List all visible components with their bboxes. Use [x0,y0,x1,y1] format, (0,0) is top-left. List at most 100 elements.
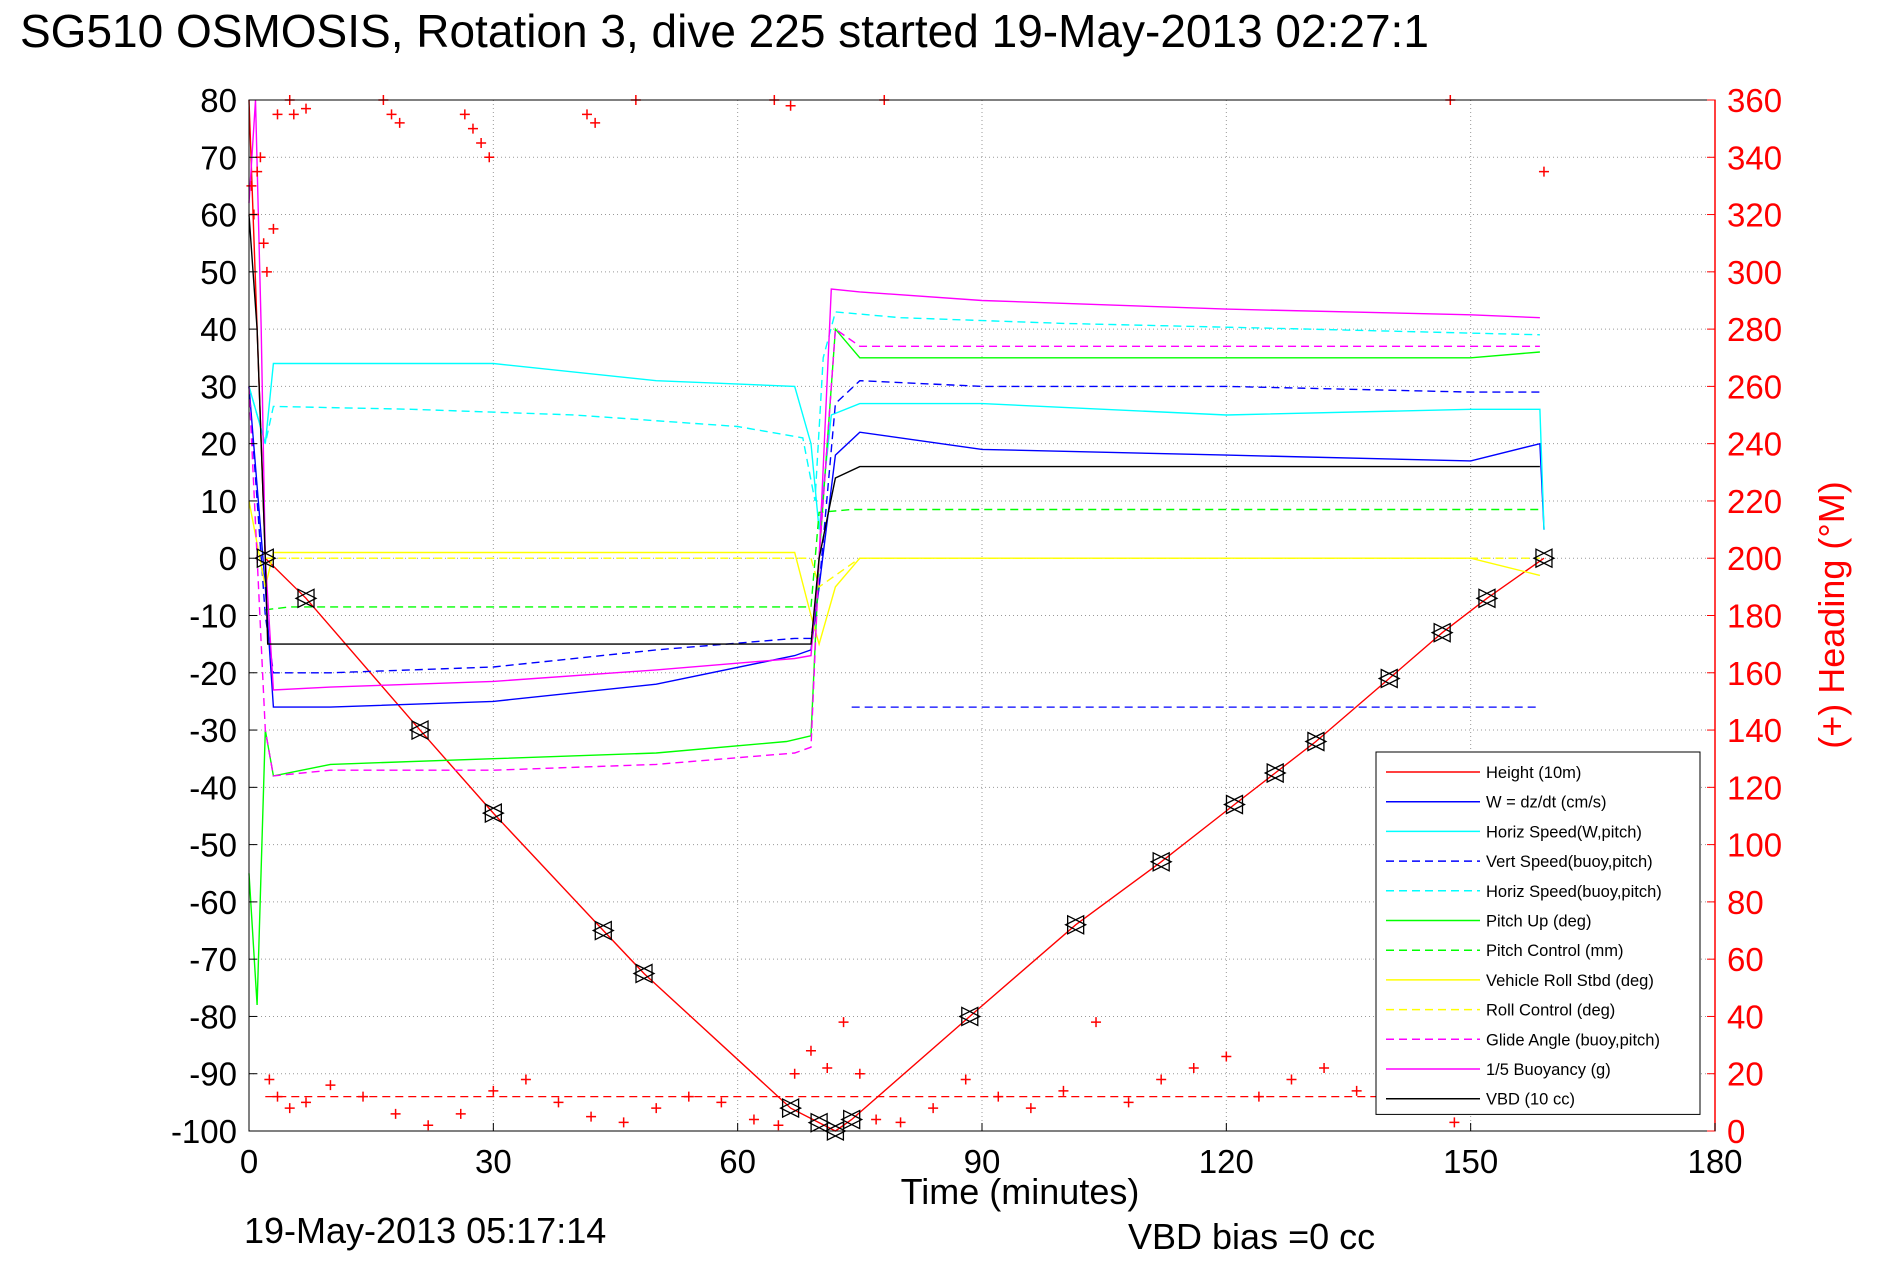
heading-point [895,1117,906,1128]
y2-tick-label: 260 [1727,368,1782,405]
triangle-marker [1152,851,1173,872]
heading-point [459,109,470,120]
heading-point [358,1091,369,1102]
series-line [248,327,1540,777]
triangle-marker [1380,668,1401,689]
triangle-marker [594,920,615,941]
heading-point [618,1117,629,1128]
x-tick-label: 0 [240,1143,258,1180]
y-tick-label: -70 [189,941,237,978]
x-tick-label: 150 [1443,1143,1498,1180]
heading-point [258,238,269,249]
heading-point [773,1120,784,1131]
triangle-marker [1149,851,1170,872]
y2-tick-label: 280 [1727,311,1782,348]
y-tick-label: 80 [200,82,237,119]
triangle-marker [297,588,318,609]
y2-tick-label: 180 [1727,598,1782,635]
y2-tick-label: 240 [1727,426,1782,463]
heading-point [716,1097,727,1108]
triangle-marker [294,588,315,609]
y2-axis-label: (+) Heading (°M) [1811,481,1852,748]
heading-point [822,1062,833,1073]
heading-point [1538,166,1549,177]
series-layer [248,99,1545,1132]
heading-point [586,1111,597,1122]
y2-tick-label: 360 [1727,82,1782,119]
legend-label: Glide Angle (buoy,pitch) [1486,1031,1660,1049]
x-axis: 0 30 60 90 120 150 180 [240,1123,1743,1180]
legend-label: Roll Control (deg) [1486,1002,1615,1020]
series-line [248,99,1545,1132]
y-tick-label: -20 [189,655,237,692]
y2-tick-label: 20 [1727,1056,1764,1093]
heading-point [789,1068,800,1079]
heading-point [651,1103,662,1114]
x-tick-label: 60 [719,1143,756,1180]
triangle-marker [1304,731,1325,752]
heading-point [1156,1074,1167,1085]
heading-point [484,152,495,163]
triangle-marker [1535,548,1556,569]
legend-label: VBD (10 cc) [1486,1091,1575,1109]
heading-point [301,1097,312,1108]
legend-label: Vehicle Roll Stbd (deg) [1486,972,1654,990]
y2-tick-label: 60 [1727,941,1764,978]
heading-point [1025,1103,1036,1114]
y2-tick-label: 160 [1727,655,1782,692]
y-tick-label: -100 [171,1113,237,1150]
heading-point [246,180,257,191]
legend: Height (10m) W = dz/dt (cm/s) Horiz Speed(… [1375,751,1701,1115]
heading-point [386,109,397,120]
triangle-marker [481,803,502,824]
heading-layer [246,95,1549,1131]
y2-tick-label: 300 [1727,254,1782,291]
x-tick-label: 90 [964,1143,1001,1180]
heading-point [288,109,299,120]
triangle-marker [810,1112,831,1133]
heading-point [284,1103,295,1114]
y-tick-label: -80 [189,998,237,1035]
legend-label: Height (10m) [1486,764,1581,782]
legend-label: 1/5 Buoyancy (g) [1486,1061,1611,1079]
heading-point [683,1091,694,1102]
heading-point [455,1108,466,1119]
triangle-marker [1064,914,1085,935]
heading-point [838,1017,849,1028]
y-tick-label: 0 [219,540,237,577]
heading-point [255,152,266,163]
series-line [248,99,1540,691]
triangle-marker [635,963,656,984]
heading-point [1091,1017,1102,1028]
y-tick-label: 70 [200,139,237,176]
triangle-marker [843,1109,864,1130]
x-tick-label: 180 [1687,1143,1742,1180]
series-line [265,508,1540,611]
y-tick-label: 30 [200,368,237,405]
triangle-marker [1475,588,1496,609]
triangle-marker [1430,622,1451,643]
series-line [265,557,1540,589]
triangle-marker [253,548,274,569]
heading-point [394,117,405,128]
triangle-marker [1225,794,1246,815]
heading-point [301,103,312,114]
triangle-marker [484,803,505,824]
triangle-marker [408,720,429,741]
heading-point [854,1068,865,1079]
triangle-marker [1263,762,1284,784]
heading-point [871,1114,882,1125]
y2-tick-label: 200 [1727,540,1782,577]
heading-point [993,1091,1004,1102]
triangle-marker [1223,794,1244,815]
triangle-marker [591,920,612,941]
heading-point [272,1091,283,1102]
heading-point [1253,1091,1264,1102]
legend-label: Pitch Up (deg) [1486,913,1591,931]
y-tick-label: -30 [189,712,237,749]
triangle-marker [256,548,277,569]
triangle-marker [1067,914,1088,935]
heading-point [1319,1062,1330,1073]
triangle-marker [632,963,653,984]
legend-label: Pitch Control (mm) [1486,942,1624,960]
